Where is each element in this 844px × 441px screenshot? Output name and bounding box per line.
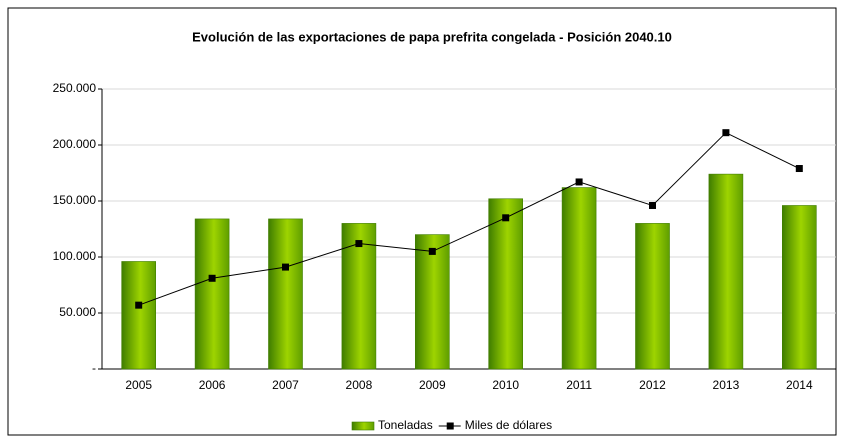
x-tick-label: 2012	[639, 378, 666, 392]
y-tick-label: 200.000	[53, 137, 97, 151]
x-tick-label: 2008	[346, 378, 373, 392]
bar	[121, 261, 156, 370]
bar	[194, 218, 230, 370]
line-marker	[355, 240, 363, 248]
x-tick-label: 2005	[125, 378, 152, 392]
legend-swatch	[446, 422, 454, 430]
bar	[561, 187, 597, 370]
y-tick-label: -	[92, 361, 96, 375]
y-tick-label: 50.000	[59, 305, 96, 319]
line	[138, 132, 800, 306]
legend-swatch	[351, 421, 375, 431]
bar	[708, 173, 744, 370]
bar	[488, 198, 524, 370]
bar	[268, 218, 303, 370]
x-tick-label: 2010	[492, 378, 519, 392]
line-marker	[282, 263, 289, 271]
line-marker	[722, 129, 730, 137]
legend-label: Miles de dólares	[465, 418, 552, 432]
x-tick-label: 2014	[786, 378, 813, 392]
line-marker	[428, 247, 436, 255]
y-tick-label: 150.000	[53, 193, 97, 207]
x-tick-label: 2006	[199, 378, 226, 392]
x-tick-label: 2009	[419, 378, 446, 392]
y-tick-label: 250.000	[53, 81, 97, 95]
line-marker	[135, 301, 143, 309]
y-tick-label: 100.000	[53, 249, 97, 263]
chart-title: Evolución de las exportaciones de papa p…	[192, 29, 672, 44]
line-marker	[795, 165, 803, 173]
bar	[781, 205, 817, 370]
bar	[414, 234, 450, 370]
bar	[341, 223, 377, 370]
x-tick-label: 2013	[713, 378, 740, 392]
legend-label: Toneladas	[378, 418, 433, 432]
bar	[635, 223, 670, 370]
line-marker	[575, 178, 583, 186]
x-tick-label: 2007	[272, 378, 299, 392]
line-marker	[502, 214, 510, 222]
x-tick-label: 2011	[566, 378, 592, 392]
line-marker	[649, 201, 656, 209]
line-marker	[208, 274, 216, 282]
